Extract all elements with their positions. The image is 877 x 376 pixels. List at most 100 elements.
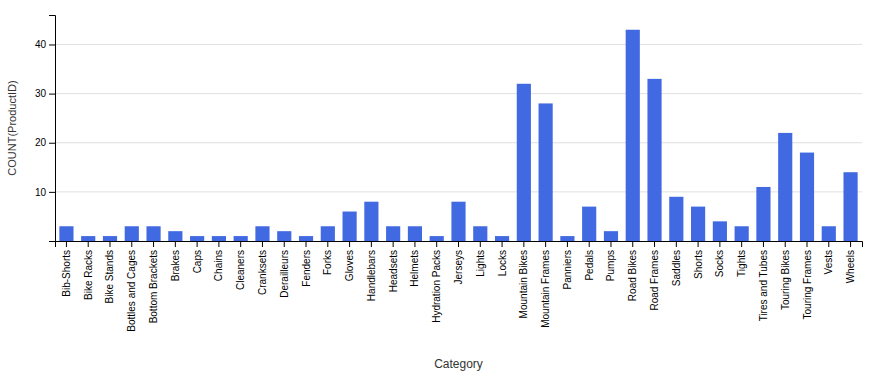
bar — [822, 226, 836, 241]
x-tick-label: Cranksets — [257, 250, 268, 295]
bar — [647, 79, 661, 241]
y-tick-mark — [49, 44, 55, 45]
x-axis-title: Category — [434, 357, 483, 371]
x-tick-label: Tights — [736, 250, 747, 277]
x-tick: Bottom Brackets — [148, 241, 159, 323]
x-tick: Jerseys — [453, 241, 464, 284]
bar — [343, 212, 357, 241]
bar — [669, 197, 683, 241]
x-tick: Road Bikes — [627, 241, 638, 301]
chart: Bib-ShortsBike RacksBike StandsBottles a… — [0, 0, 877, 376]
x-tick-mark — [284, 241, 285, 247]
x-tick-mark — [131, 241, 132, 247]
grid-line — [55, 191, 862, 192]
x-tick: Bike Racks — [83, 241, 94, 300]
x-tick-mark — [763, 241, 764, 247]
x-tick: Lights — [475, 241, 486, 277]
x-tick-mark — [698, 241, 699, 247]
x-tick: Headsets — [388, 241, 399, 292]
x-tick: Fenders — [301, 241, 312, 287]
x-tick-mark — [109, 241, 110, 247]
x-tick: Mountain Frames — [540, 241, 551, 328]
x-tick: Touring Bikes — [780, 241, 791, 310]
y-tick-mark — [49, 143, 55, 144]
x-tick: Cleaners — [235, 241, 246, 290]
x-tick-label: Road Bikes — [627, 250, 638, 301]
x-tick-mark — [610, 241, 611, 247]
x-tick: Touring Frames — [802, 241, 813, 319]
x-tick: Saddles — [671, 241, 682, 286]
x-tick-mark — [153, 241, 154, 247]
bar — [604, 231, 618, 241]
bar — [735, 226, 749, 241]
bar — [408, 226, 422, 241]
x-tick-label: Caps — [192, 250, 203, 273]
bar — [843, 172, 857, 241]
x-tick-label: Bib-Shorts — [61, 250, 72, 297]
x-tick-mark — [502, 241, 503, 247]
bar — [713, 221, 727, 241]
grid-line — [55, 44, 862, 45]
x-tick: Handlebars — [366, 241, 377, 301]
bar — [364, 202, 378, 241]
x-tick: Wheels — [845, 241, 856, 283]
bar — [495, 236, 509, 241]
x-tick-mark — [240, 241, 241, 247]
y-tick: 10 — [35, 187, 55, 198]
x-tick-mark — [349, 241, 350, 247]
x-tick-label: Bottles and Cages — [126, 250, 137, 332]
x-tick-label: Headsets — [388, 250, 399, 292]
bar — [234, 236, 248, 241]
y-tick-label: 30 — [35, 88, 47, 99]
bar — [539, 103, 553, 241]
x-tick-label: Pedals — [584, 250, 595, 281]
x-tick-mark — [719, 241, 720, 247]
bar — [81, 236, 95, 241]
x-tick-label: Gloves — [344, 250, 355, 281]
grid-line — [55, 93, 862, 94]
x-tick-mark — [371, 241, 372, 247]
x-tick: Mountain Bikes — [518, 241, 529, 318]
x-tick-label: Fenders — [301, 250, 312, 287]
x-tick-label: Mountain Bikes — [518, 250, 529, 318]
bar — [473, 226, 487, 241]
bar — [255, 226, 269, 241]
bar — [190, 236, 204, 241]
x-tick: Hydration Packs — [431, 241, 442, 323]
x-axis-line — [56, 242, 863, 248]
bar — [168, 231, 182, 241]
chart-container: Bib-ShortsBike RacksBike StandsBottles a… — [0, 0, 877, 376]
x-tick: Tights — [736, 241, 747, 277]
bars — [59, 30, 857, 241]
x-tick-mark — [414, 241, 415, 247]
x-tick: Socks — [714, 241, 725, 277]
x-tick-mark — [66, 241, 67, 247]
bar — [321, 226, 335, 241]
bar — [125, 226, 139, 241]
x-tick-mark — [306, 241, 307, 247]
x-tick-mark — [676, 241, 677, 247]
y-axis-title: COUNT(ProductID) — [6, 80, 18, 175]
y-tick-mark — [49, 94, 55, 95]
bar — [560, 236, 574, 241]
x-tick-label: Shorts — [693, 250, 704, 279]
x-tick-mark — [828, 241, 829, 247]
y-tick: 20 — [35, 137, 55, 148]
y-axis-line — [49, 16, 56, 242]
x-tick-label: Derailleurs — [279, 250, 290, 298]
y-tick: 30 — [35, 88, 55, 99]
x-tick: Helmets — [409, 241, 420, 287]
x-tick: Vests — [823, 241, 834, 274]
x-tick: Panniers — [562, 241, 573, 289]
y-tick: 40 — [35, 39, 55, 50]
x-tick-mark — [327, 241, 328, 247]
x-tick-mark — [197, 241, 198, 247]
x-tick-label: Jerseys — [453, 250, 464, 284]
grid — [55, 44, 862, 191]
x-tick-mark — [218, 241, 219, 247]
x-tick-mark — [88, 241, 89, 247]
x-tick: Road Frames — [649, 241, 660, 311]
x-tick-label: Lights — [475, 250, 486, 277]
y-tick-mark — [49, 192, 55, 193]
bar — [451, 202, 465, 241]
